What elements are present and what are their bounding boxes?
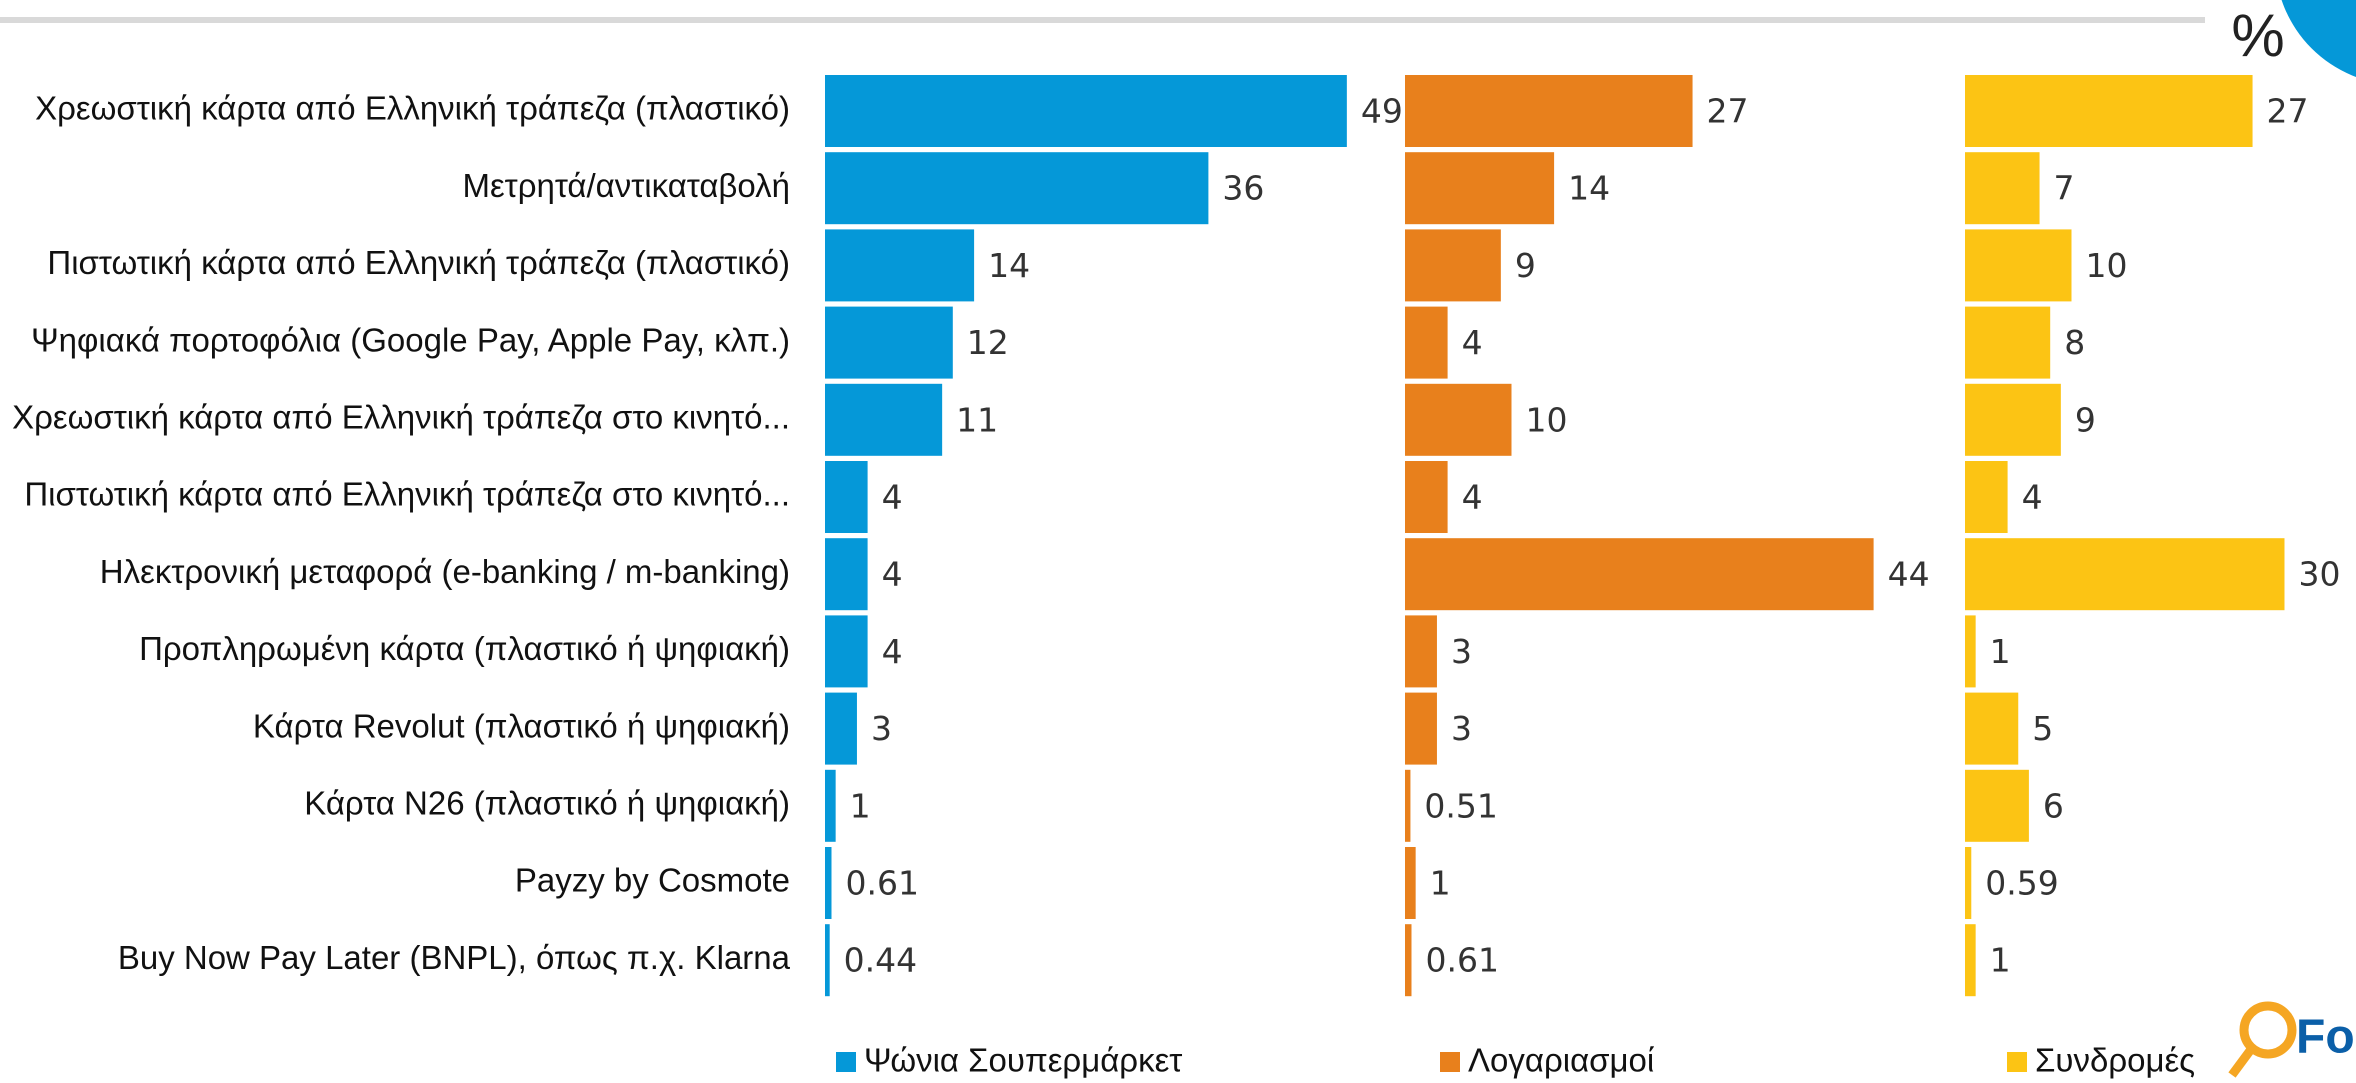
legend-label: Συνδρομές [2035, 1042, 2195, 1079]
category-label: Χρεωστική κάρτα από Ελληνική τράπεζα (πλ… [35, 90, 790, 127]
value-label: 1 [1990, 941, 2011, 980]
bar [1405, 847, 1416, 919]
category-label: Μετρητά/αντικαταβολή [462, 167, 790, 204]
legend-swatch [1440, 1052, 1460, 1072]
bar [1965, 383, 2061, 456]
value-label: 36 [1222, 169, 1264, 208]
bar [1965, 229, 2072, 302]
legend-swatch [836, 1052, 856, 1072]
category-label: Buy Now Pay Later (BNPL), όπως π.χ. Klar… [118, 939, 791, 976]
value-label: 27 [2267, 92, 2309, 131]
value-label: 9 [2075, 400, 2096, 439]
value-label: 1 [1430, 864, 1451, 903]
bar [825, 461, 868, 533]
value-label: 1 [1990, 632, 2011, 671]
bar [825, 847, 832, 919]
value-label: 3 [1451, 632, 1472, 671]
bar [825, 75, 1347, 147]
logo-handle [2228, 1045, 2256, 1078]
legend-swatch [2007, 1052, 2027, 1072]
bar [1965, 306, 2051, 379]
value-label: 11 [956, 400, 998, 439]
value-label: 27 [1707, 92, 1749, 131]
value-label: 4 [882, 478, 903, 517]
bar [1965, 461, 2008, 533]
corner-shape [2281, 0, 2356, 77]
value-label: 0.51 [1424, 786, 1497, 825]
bar [825, 924, 830, 997]
bar [1965, 152, 2040, 225]
value-label: 6 [2043, 786, 2064, 825]
category-label: Πιστωτική κάρτα από Ελληνική τράπεζα (πλ… [47, 244, 790, 281]
value-label: 3 [871, 709, 892, 748]
bar [825, 538, 868, 611]
bar [825, 769, 836, 842]
value-label: 10 [2086, 246, 2128, 285]
bar [825, 306, 953, 379]
category-label: Προπληρωμένη κάρτα (πλαστικό ή ψηφιακή) [139, 630, 790, 667]
category-label: Κάρτα Revolut (πλαστικό ή ψηφιακή) [253, 707, 790, 744]
value-label: 14 [1568, 169, 1610, 208]
value-label: 49 [1361, 92, 1403, 131]
bar [1405, 152, 1555, 225]
bar [1405, 383, 1512, 456]
category-label: Payzy by Cosmote [515, 862, 790, 899]
value-label: 12 [967, 323, 1009, 362]
value-label: 4 [1462, 478, 1483, 517]
value-label: 8 [2064, 323, 2085, 362]
bar [825, 383, 943, 456]
value-label: 4 [1462, 323, 1483, 362]
bar [1965, 75, 2253, 147]
category-label: Ψηφιακά πορτοφόλια (Google Pay, Apple Pa… [31, 321, 790, 358]
bar [1405, 692, 1437, 765]
logo-text: Fo [2296, 1011, 2355, 1064]
value-label: 4 [882, 632, 903, 671]
category-label: Χρεωστική κάρτα από Ελληνική τράπεζα στο… [12, 399, 790, 436]
value-label: 0.44 [844, 941, 917, 980]
value-label: 14 [988, 246, 1030, 285]
value-label: 0.59 [1985, 864, 2058, 903]
value-label: 10 [1526, 400, 1568, 439]
bar [1405, 769, 1411, 842]
legend-label: Ψώνια Σουπερμάρκετ [864, 1042, 1182, 1079]
bar [1405, 924, 1412, 997]
bar [825, 615, 868, 688]
logo-ring [2239, 1001, 2297, 1059]
unit-label: % [2231, 2, 2284, 69]
bar [1405, 229, 1501, 302]
category-label: Ηλεκτρονική μεταφορά (e-banking / m-bank… [100, 553, 790, 590]
value-label: 9 [1515, 246, 1536, 285]
category-label: Πιστωτική κάρτα από Ελληνική τράπεζα στο… [24, 476, 790, 513]
bar [1965, 692, 2019, 765]
value-label: 7 [2054, 169, 2075, 208]
bar [1405, 538, 1874, 611]
value-label: 30 [2299, 555, 2341, 594]
legend-label: Λογαριασμοί [1468, 1042, 1654, 1079]
bar [1965, 615, 1976, 688]
bar [825, 229, 975, 302]
value-label: 4 [882, 555, 903, 594]
bar [1965, 538, 2285, 611]
value-label: 0.61 [1425, 941, 1498, 980]
value-label: 3 [1451, 709, 1472, 748]
value-label: 4 [2022, 478, 2043, 517]
bar [825, 692, 857, 765]
bar [1965, 847, 1972, 919]
value-label: 1 [850, 786, 871, 825]
bar [1405, 306, 1448, 379]
value-label: 0.61 [845, 864, 918, 903]
bar [1965, 769, 2029, 842]
bar [1965, 924, 1976, 997]
bar [1405, 461, 1448, 533]
bar [1405, 75, 1693, 147]
bar [825, 152, 1209, 225]
value-label: 5 [2032, 709, 2053, 748]
category-label: Κάρτα N26 (πλαστικό ή ψηφιακή) [304, 785, 790, 822]
bar [1405, 615, 1437, 688]
value-label: 44 [1888, 555, 1930, 594]
